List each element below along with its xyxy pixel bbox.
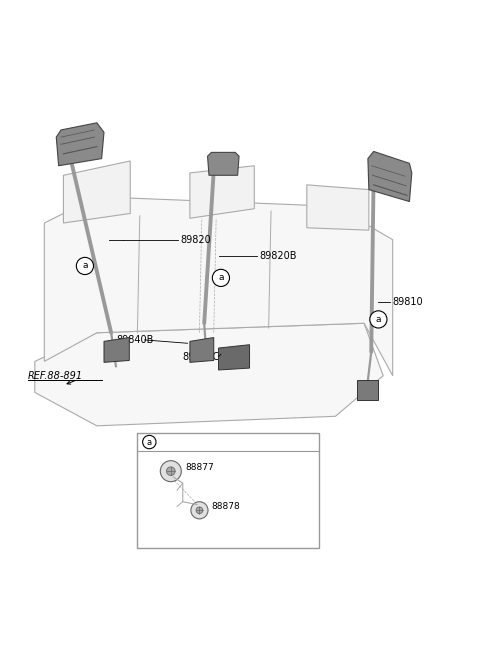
Polygon shape bbox=[207, 152, 239, 175]
Text: a: a bbox=[218, 274, 224, 282]
Text: 89820B: 89820B bbox=[259, 251, 297, 262]
Polygon shape bbox=[63, 161, 130, 223]
Circle shape bbox=[167, 467, 175, 476]
Text: REF.88-891: REF.88-891 bbox=[28, 371, 83, 380]
Circle shape bbox=[76, 257, 94, 275]
Text: 88878: 88878 bbox=[211, 502, 240, 511]
Polygon shape bbox=[357, 380, 378, 400]
Text: 89820: 89820 bbox=[180, 235, 211, 245]
Text: 89810: 89810 bbox=[393, 297, 423, 307]
Polygon shape bbox=[190, 338, 214, 362]
Circle shape bbox=[370, 311, 387, 328]
Text: a: a bbox=[82, 262, 88, 270]
Circle shape bbox=[143, 436, 156, 449]
Polygon shape bbox=[104, 338, 129, 362]
Polygon shape bbox=[190, 166, 254, 218]
Polygon shape bbox=[218, 344, 250, 370]
Circle shape bbox=[191, 502, 208, 519]
Circle shape bbox=[212, 270, 229, 287]
Circle shape bbox=[160, 461, 181, 482]
Circle shape bbox=[196, 507, 203, 514]
Text: 89840B: 89840B bbox=[116, 335, 153, 345]
Text: a: a bbox=[147, 438, 152, 447]
Text: 88877: 88877 bbox=[185, 463, 214, 472]
Text: 89830C: 89830C bbox=[183, 352, 220, 361]
Polygon shape bbox=[307, 185, 369, 230]
Text: a: a bbox=[376, 315, 381, 324]
Polygon shape bbox=[35, 323, 383, 426]
Polygon shape bbox=[56, 123, 104, 166]
Polygon shape bbox=[44, 197, 393, 376]
Polygon shape bbox=[368, 152, 412, 201]
